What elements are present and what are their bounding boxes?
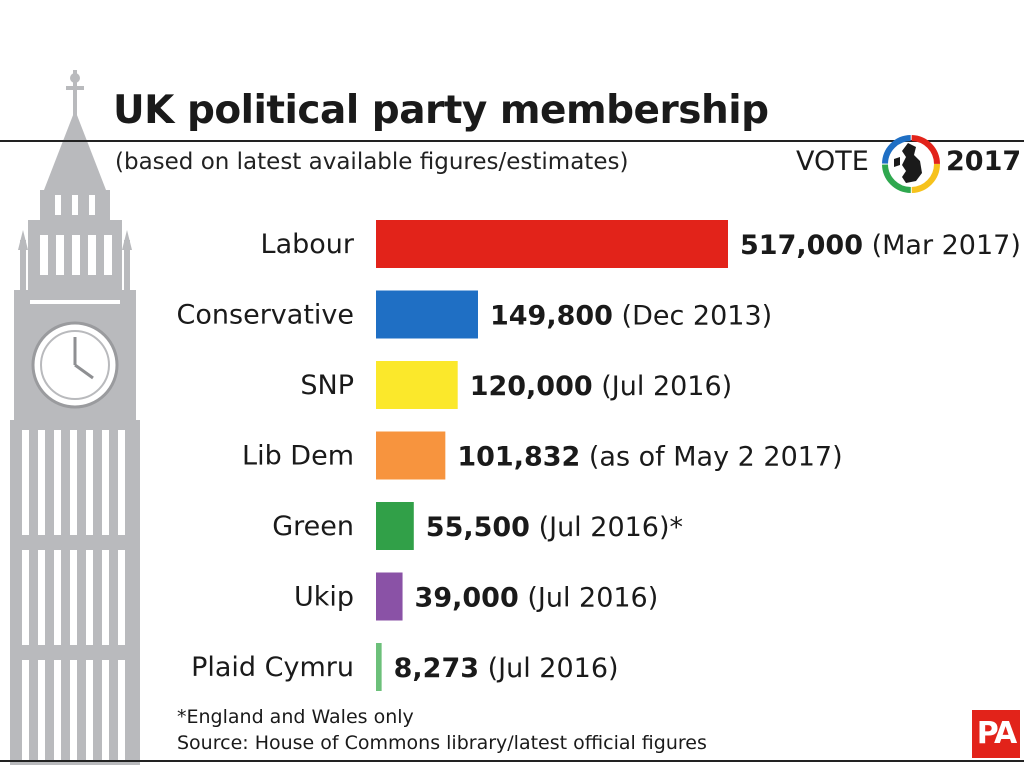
footnote: *England and Wales only <box>177 706 414 728</box>
category-label-labour: Labour <box>261 229 355 260</box>
bottom-rule <box>0 760 1024 762</box>
value-label-green: 55,500 (Jul 2016)* <box>426 512 683 543</box>
category-label-green: Green <box>272 511 354 542</box>
bar-labour <box>376 220 728 268</box>
category-label-snp: SNP <box>300 370 354 401</box>
vote-label: VOTE <box>796 146 869 177</box>
bar-ukip <box>376 572 403 621</box>
vote-2017-logo-icon <box>882 135 940 193</box>
category-label-lib-dem: Lib Dem <box>242 441 354 472</box>
pa-logo: PA <box>972 710 1020 758</box>
value-label-conservative: 149,800 (Dec 2013) <box>490 301 772 332</box>
vote-year: 2017 <box>946 146 1022 177</box>
big-ben-illustration <box>10 70 140 765</box>
page-subtitle: (based on latest available figures/estim… <box>115 149 629 175</box>
category-label-conservative: Conservative <box>177 300 354 331</box>
value-label-ukip: 39,000 (Jul 2016) <box>415 583 659 614</box>
bar-conservative <box>376 290 478 339</box>
bar-plaid-cymru <box>376 643 382 691</box>
page-title: UK political party membership <box>113 88 769 133</box>
title-rule <box>0 140 1024 142</box>
bar-green <box>376 502 414 550</box>
value-label-lib-dem: 101,832 (as of May 2 2017) <box>457 442 842 473</box>
value-label-labour: 517,000 (Mar 2017) <box>740 230 1021 261</box>
value-label-plaid-cymru: 8,273 (Jul 2016) <box>394 653 619 684</box>
bar-snp <box>376 361 458 409</box>
category-label-ukip: Ukip <box>294 582 354 613</box>
source-note: Source: House of Commons library/latest … <box>177 732 707 754</box>
bar-lib-dem <box>376 431 446 480</box>
category-label-plaid-cymru: Plaid Cymru <box>191 652 354 683</box>
value-label-snp: 120,000 (Jul 2016) <box>470 371 733 402</box>
